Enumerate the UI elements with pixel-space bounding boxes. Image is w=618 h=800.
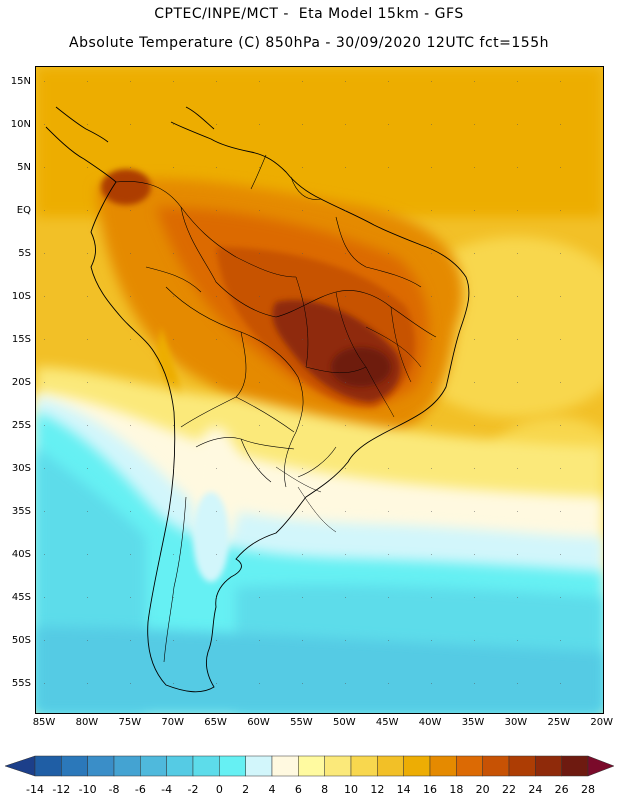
colorbar-label: 0	[215, 783, 223, 796]
lon-label: 40W	[418, 717, 442, 728]
lon-label: 60W	[247, 717, 270, 728]
colorbar-label: -2	[187, 783, 199, 796]
colorbar-max-arrow	[587, 755, 615, 777]
colorbar-label: 10	[344, 783, 358, 796]
colorbar-label: 16	[423, 783, 437, 796]
colorbar-label: -14	[26, 783, 44, 796]
colorbar-cell	[34, 755, 62, 777]
colorbar-label: 28	[581, 783, 595, 796]
colorbar-cell	[298, 755, 325, 777]
lat-label: 20S	[11, 377, 31, 388]
colorbar-cell	[87, 755, 115, 777]
colorbar-label: -10	[78, 783, 97, 796]
lon-label: 65W	[204, 717, 227, 728]
lon-label: 30W	[504, 717, 528, 728]
colorbar-label: 18	[449, 783, 464, 796]
colorbar-label: -8	[108, 783, 120, 796]
lon-label: 25W	[547, 717, 571, 728]
colorbar-cell	[245, 755, 273, 777]
colorbar-cell	[403, 755, 431, 777]
colorbar-label: 20	[475, 783, 490, 796]
colorbar-cell	[192, 755, 220, 777]
colorbar-min-arrow	[4, 755, 36, 777]
lat-label: 10N	[10, 119, 31, 130]
colorbar-label: 12	[370, 783, 385, 796]
colorbar-label: -6	[134, 783, 146, 796]
lon-label: 55W	[290, 717, 313, 728]
map-subtitle: Absolute Temperature (C) 850hPa - 30/09/…	[69, 35, 549, 51]
lon-label: 35W	[461, 717, 485, 728]
lat-label: 25S	[11, 420, 31, 431]
lon-label: 50W	[332, 717, 356, 728]
colorbar-cell	[561, 755, 589, 777]
colorbar-cell	[377, 755, 404, 777]
colorbar-cell	[535, 755, 562, 777]
lon-label: 80W	[75, 717, 99, 728]
lat-label: 5S	[18, 248, 31, 259]
colorbar-cell	[166, 755, 194, 777]
colorbar-label: 6	[294, 783, 302, 796]
map-title: CPTEC/INPE/MCT - Eta Model 15km - GFS	[154, 6, 464, 22]
lon-label: 75W	[118, 717, 142, 728]
colorbar-label: 22	[502, 783, 516, 796]
lat-label: 50S	[11, 635, 31, 646]
lat-label: 35S	[11, 506, 31, 517]
colorbar-cell	[429, 755, 457, 777]
lon-label: 45W	[375, 717, 399, 728]
colorbar-cell	[140, 755, 167, 777]
colorbar-label: 2	[242, 783, 250, 796]
lat-label: 15S	[11, 334, 31, 345]
lat-label: 15N	[10, 76, 31, 87]
colorbar-cell	[482, 755, 510, 777]
colorbar-cell	[324, 755, 352, 777]
colorbar-label: 14	[396, 783, 411, 796]
colorbar-label: 8	[321, 783, 329, 796]
colorbar-cell	[350, 755, 378, 777]
grid-lines	[36, 67, 603, 713]
lon-label: 70W	[161, 717, 184, 728]
map-panel	[35, 66, 604, 714]
colorbar-cell	[219, 755, 246, 777]
colorbar-label: 26	[554, 783, 569, 796]
colorbar-cell	[113, 755, 141, 777]
colorbar-cell	[61, 755, 88, 777]
lat-label: 10S	[11, 291, 31, 302]
colorbar-cell	[271, 755, 299, 777]
lat-label: 30S	[11, 463, 31, 474]
temperature-map	[36, 67, 603, 713]
colorbar	[4, 755, 615, 777]
lon-label: 85W	[32, 717, 56, 728]
lat-label: 45S	[11, 592, 31, 603]
lat-label: 55S	[11, 678, 31, 689]
colorbar-cell	[508, 755, 536, 777]
colorbar-label: -12	[52, 783, 71, 796]
colorbar-label: -4	[161, 783, 173, 796]
colorbar-label: 24	[528, 783, 543, 796]
colorbar-cell	[456, 755, 483, 777]
lon-label: 20W	[590, 717, 613, 728]
lat-label: EQ	[16, 205, 31, 216]
lat-label: 5N	[17, 162, 31, 173]
lat-label: 40S	[11, 549, 31, 560]
colorbar-label: 4	[268, 783, 276, 796]
